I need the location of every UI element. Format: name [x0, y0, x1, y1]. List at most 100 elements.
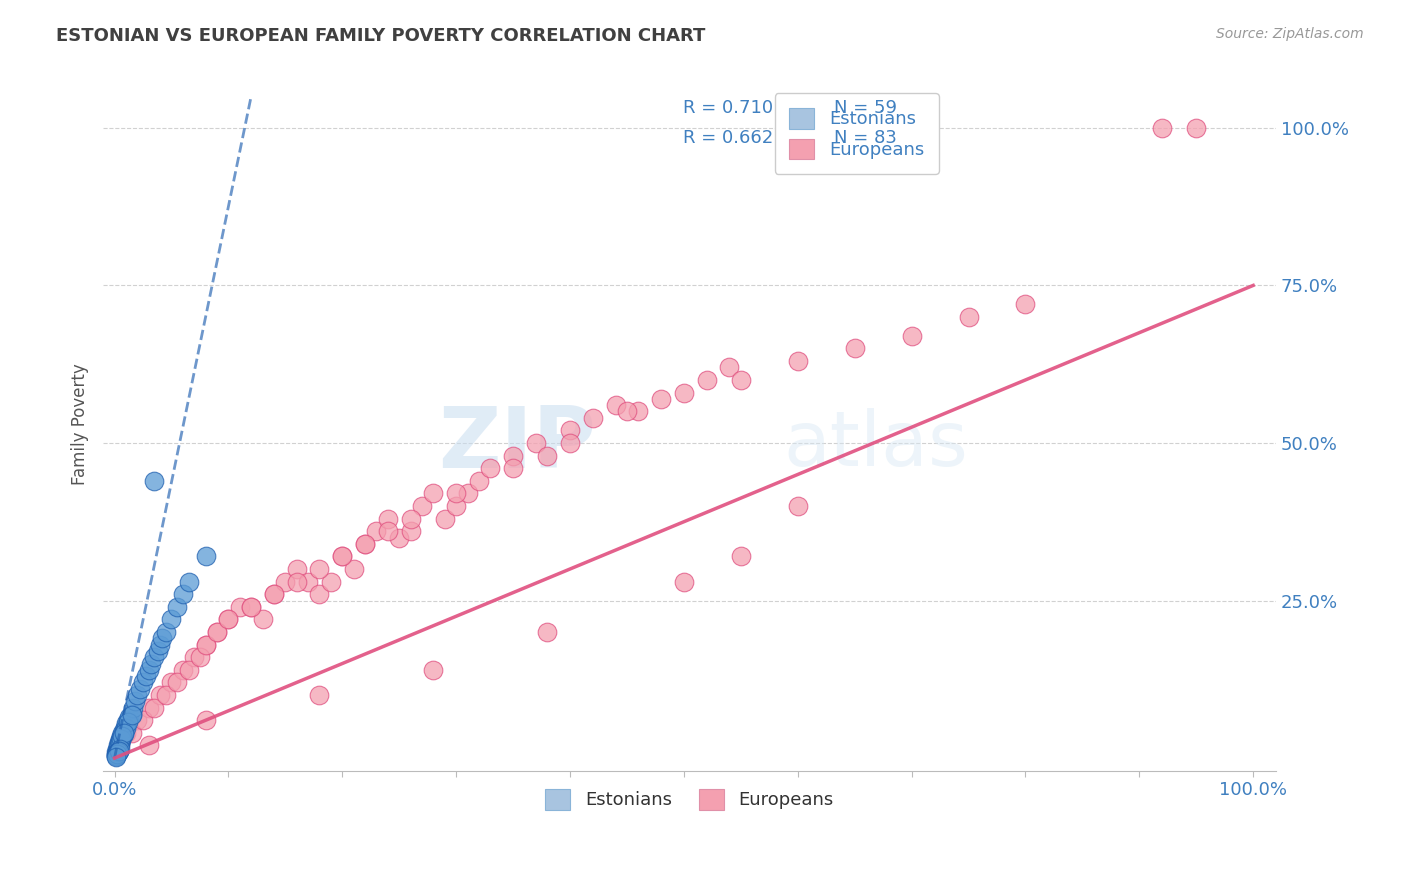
Point	[616, 404, 638, 418]
Point	[177, 663, 200, 677]
Point	[121, 706, 143, 721]
Point	[399, 511, 422, 525]
Point	[105, 746, 128, 760]
Point	[166, 599, 188, 614]
Point	[127, 713, 149, 727]
Point	[111, 726, 134, 740]
Point	[730, 373, 752, 387]
Point	[107, 739, 129, 753]
Point	[108, 741, 131, 756]
Point	[900, 328, 922, 343]
Point	[138, 739, 160, 753]
Point	[330, 549, 353, 564]
Point	[319, 574, 342, 589]
Point	[183, 650, 205, 665]
Point	[104, 749, 127, 764]
Point	[194, 549, 217, 564]
Point	[786, 499, 808, 513]
Point	[252, 612, 274, 626]
Point	[108, 743, 131, 757]
Point	[285, 562, 308, 576]
Text: atlas: atlas	[783, 408, 969, 482]
Point	[108, 735, 131, 749]
Point	[297, 574, 319, 589]
Point	[433, 511, 456, 525]
Point	[422, 663, 444, 677]
Point	[786, 354, 808, 368]
Point	[117, 714, 139, 729]
Point	[121, 700, 143, 714]
Point	[172, 663, 194, 677]
Point	[143, 700, 166, 714]
Point	[105, 746, 128, 760]
Point	[650, 392, 672, 406]
Point	[672, 574, 695, 589]
Point	[127, 688, 149, 702]
Point	[217, 612, 239, 626]
Point	[108, 737, 131, 751]
Point	[105, 747, 128, 762]
Point	[354, 537, 377, 551]
Point	[111, 729, 134, 743]
Point	[105, 741, 128, 756]
Point	[108, 739, 131, 753]
Point	[112, 726, 135, 740]
Point	[112, 723, 135, 737]
Point	[479, 461, 502, 475]
Point	[672, 385, 695, 400]
Point	[194, 638, 217, 652]
Point	[274, 574, 297, 589]
Point	[263, 587, 285, 601]
Point	[308, 587, 330, 601]
Point	[388, 531, 411, 545]
Point	[117, 713, 139, 727]
Point	[108, 739, 131, 754]
Point	[1185, 120, 1208, 135]
Point	[146, 644, 169, 658]
Point	[160, 612, 183, 626]
Point	[107, 745, 129, 759]
Point	[582, 410, 605, 425]
Text: Source: ZipAtlas.com: Source: ZipAtlas.com	[1216, 27, 1364, 41]
Point	[240, 599, 263, 614]
Point	[536, 449, 558, 463]
Point	[105, 745, 128, 759]
Point	[308, 688, 330, 702]
Text: ESTONIAN VS EUROPEAN FAMILY POVERTY CORRELATION CHART: ESTONIAN VS EUROPEAN FAMILY POVERTY CORR…	[56, 27, 706, 45]
Point	[696, 373, 718, 387]
Point	[115, 726, 138, 740]
Text: N = 59: N = 59	[834, 99, 897, 117]
Point	[160, 675, 183, 690]
Point	[627, 404, 650, 418]
Point	[730, 549, 752, 564]
Point	[104, 747, 127, 762]
Point	[143, 474, 166, 488]
Point	[205, 625, 228, 640]
Point	[149, 638, 172, 652]
Point	[107, 741, 129, 756]
Point	[188, 650, 211, 665]
Point	[124, 694, 146, 708]
Point	[115, 716, 138, 731]
Point	[1014, 297, 1036, 311]
Point	[108, 735, 131, 749]
Point	[110, 732, 132, 747]
Point	[107, 743, 129, 757]
Point	[366, 524, 388, 539]
Point	[110, 733, 132, 747]
Point	[524, 436, 547, 450]
Point	[139, 657, 162, 671]
Point	[149, 688, 172, 702]
Point	[104, 749, 127, 764]
Point	[354, 537, 377, 551]
Point	[205, 625, 228, 640]
Point	[138, 663, 160, 677]
Point	[104, 745, 127, 759]
Point	[444, 499, 467, 513]
Point	[112, 727, 135, 741]
Point	[138, 700, 160, 714]
Point	[194, 638, 217, 652]
Point	[1152, 120, 1174, 135]
Point	[155, 688, 177, 702]
Point	[536, 625, 558, 640]
